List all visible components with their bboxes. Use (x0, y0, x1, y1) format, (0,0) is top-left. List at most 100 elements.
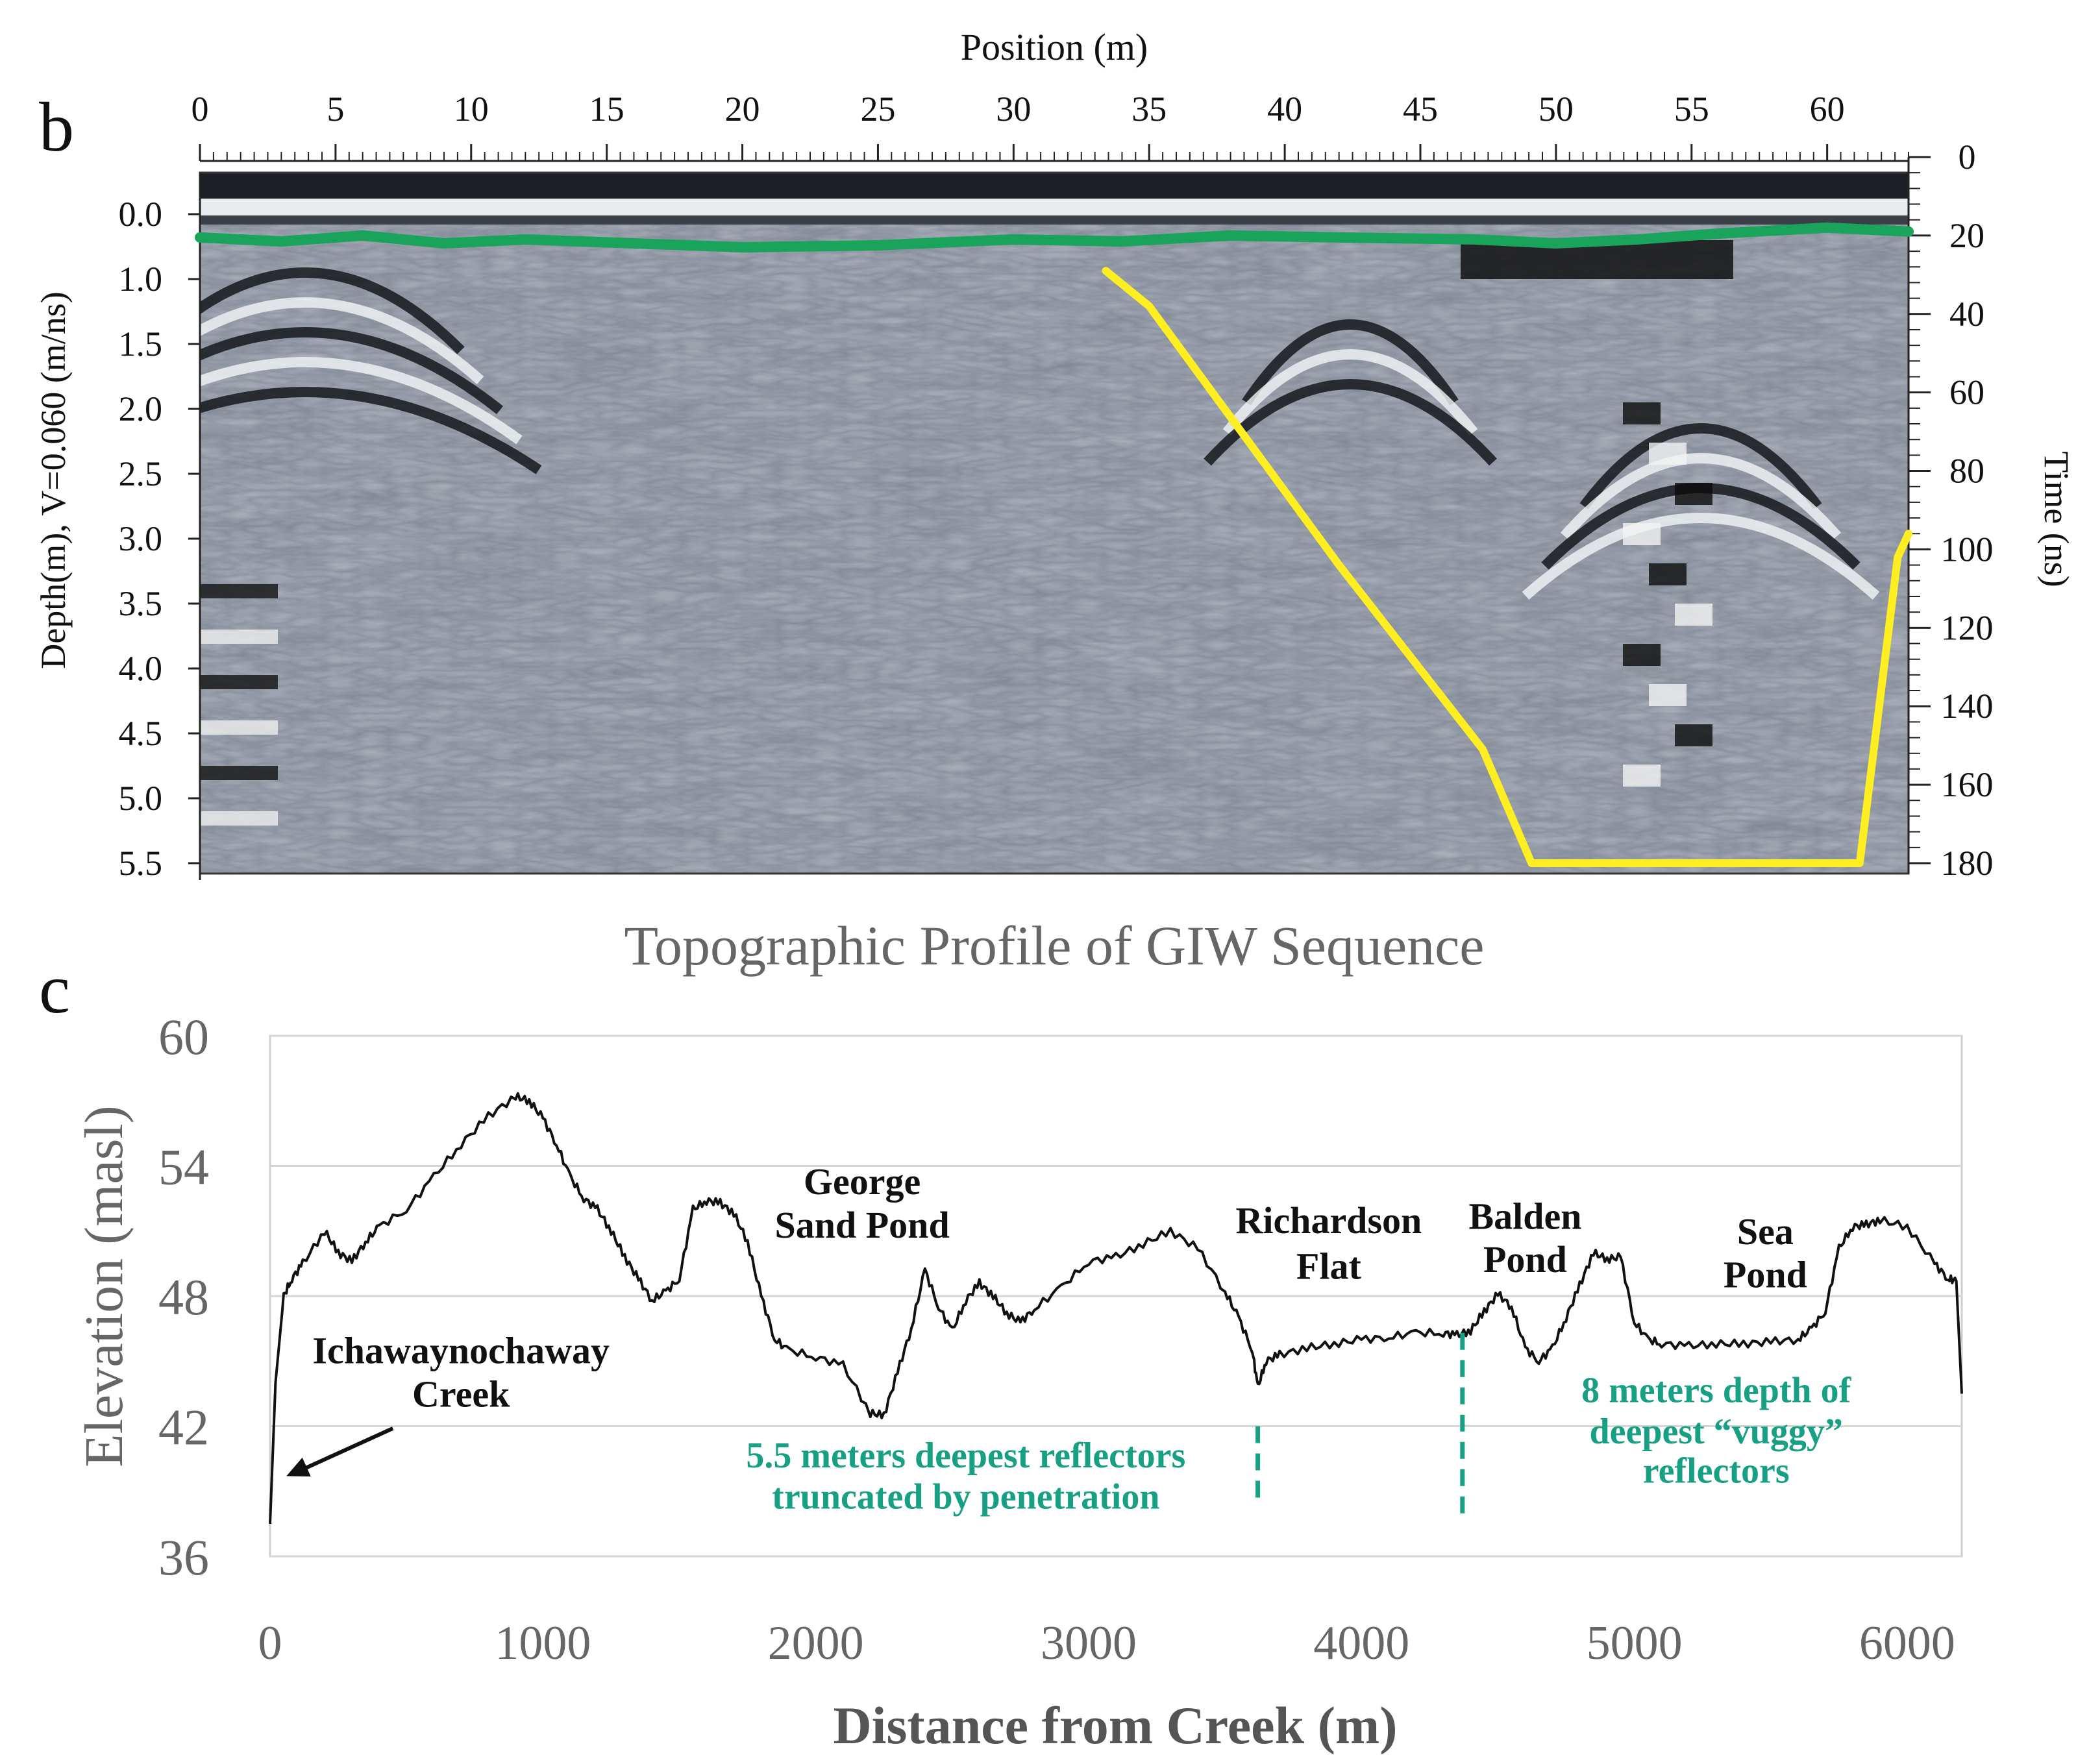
hyperbola-reflector (1522, 513, 1880, 600)
feature-label: Balden (1468, 1195, 1581, 1237)
y-axis-title: Elevation (masl) (74, 1105, 134, 1467)
depth-tick-label: 1.5 (119, 325, 163, 363)
time-axis-title: Time (ns) (2037, 451, 2076, 587)
time-tick-label: 180 (1941, 844, 1994, 883)
time-tick-label: 60 (1949, 373, 1984, 412)
panel-c-label: c (39, 951, 70, 1028)
time-tick-label: 20 (1949, 216, 1984, 255)
radargram-image (199, 171, 1910, 875)
depth-tick-label: 3.5 (119, 584, 163, 623)
position-axis-title: Position (m) (961, 26, 1148, 68)
feature-label: Sea (1737, 1210, 1794, 1253)
vuggy-reflector (1675, 724, 1712, 746)
vuggy-reflector (1623, 523, 1661, 545)
feature-label: Ichawaynochaway (312, 1330, 610, 1372)
position-tick-label: 0 (192, 90, 209, 129)
position-tick-label: 30 (996, 90, 1031, 129)
depth-tick-label: 5.5 (119, 844, 163, 883)
depth-tick-label: 0.0 (119, 195, 163, 234)
left-edge-reflector (200, 766, 278, 780)
hyperbola-reflector (1579, 423, 1822, 509)
left-edge-reflector (200, 675, 278, 689)
depth-tick-label: 2.5 (119, 454, 163, 493)
depth-tick-label: 2.0 (119, 389, 163, 428)
y-tick-label: 36 (158, 1529, 209, 1586)
hyperbola-reflector (200, 297, 484, 384)
vuggy-reflector (1623, 402, 1661, 424)
feature-label: Richardson (1235, 1199, 1422, 1242)
time-tick-label: 0 (1959, 138, 1976, 177)
creek-arrow (298, 1427, 394, 1473)
y-tick-label: 60 (158, 1009, 209, 1065)
feature-label: Sand Pond (774, 1204, 949, 1246)
vuggy-reflector (1649, 684, 1687, 706)
time-tick-label: 40 (1949, 295, 1984, 334)
x-tick-label: 0 (258, 1617, 282, 1670)
pond-bottom-reflector (1461, 240, 1733, 279)
top-bright-band (200, 199, 1909, 215)
time-tick-label: 120 (1941, 608, 1994, 647)
feature-label: George (804, 1160, 921, 1203)
vuggy-reflector (1623, 644, 1661, 666)
topographic-panel: Topographic Profile of GIW Sequence c 36… (39, 914, 1963, 1755)
reflector-note: deepest “vuggy” (1589, 1412, 1842, 1452)
position-tick-label: 50 (1539, 90, 1574, 129)
left-edge-reflector (200, 811, 278, 826)
y-tick-label: 42 (158, 1399, 209, 1456)
x-tick-label: 4000 (1313, 1617, 1409, 1670)
position-tick-label: 10 (454, 90, 489, 129)
reflector-note: reflectors (1643, 1451, 1790, 1491)
time-tick-label: 80 (1949, 452, 1984, 491)
x-tick-label: 2000 (768, 1617, 864, 1670)
elevation-line (269, 1092, 1963, 1524)
reflector-note: 8 meters depth of (1581, 1371, 1852, 1411)
left-edge-reflector (200, 720, 278, 735)
reflector-note: 5.5 meters deepest reflectors (746, 1436, 1185, 1476)
feature-label: Pond (1483, 1238, 1567, 1280)
time-tick-label: 100 (1941, 530, 1994, 569)
depth-tick-label: 4.5 (119, 714, 163, 753)
vuggy-reflector (1649, 443, 1687, 465)
depth-tick-label: 1.0 (119, 260, 163, 299)
hyperbola-reflector (200, 267, 465, 354)
feature-label: Pond (1724, 1254, 1807, 1296)
vuggy-reflector (1649, 563, 1687, 585)
position-tick-label: 15 (589, 90, 624, 129)
vuggy-reflector (1675, 483, 1712, 505)
reflector-note: truncated by penetration (772, 1476, 1159, 1517)
x-tick-label: 6000 (1859, 1617, 1955, 1670)
radargram-axes: 0 5 10 15 20 25 30 35 40 45 50 55 60 0.0 1.0 1.5 2.0 2.5 3… (119, 90, 1994, 883)
x-axis-title: Distance from Creek (m) (833, 1696, 1397, 1755)
radargram-panel: b Position (m) 0 5 10 15 20 25 30 35 40 45 50 55 600… (34, 26, 2076, 883)
vuggy-reflector (1623, 765, 1661, 787)
hyperbola-reflector (200, 327, 503, 415)
position-tick-label: 60 (1810, 90, 1845, 129)
top-dark-band (200, 173, 1909, 199)
surface-band (200, 215, 1909, 225)
left-edge-reflector (200, 584, 278, 598)
position-tick-label: 25 (860, 90, 895, 129)
hyperbola-reflector (200, 387, 542, 474)
hyperbola-reflector (1560, 453, 1842, 540)
time-tick-label: 140 (1941, 687, 1994, 726)
x-tick-label: 3000 (1041, 1617, 1137, 1670)
hyperbola-reflector (1204, 379, 1497, 466)
depth-tick-label: 5.0 (119, 779, 163, 818)
feature-label: Creek (412, 1373, 510, 1415)
position-tick-label: 55 (1674, 90, 1709, 129)
position-tick-label: 20 (725, 90, 760, 129)
feature-label: Flat (1296, 1245, 1362, 1287)
hyperbola-reflector (200, 357, 523, 445)
depth-tick-label: 4.0 (119, 649, 163, 688)
depth-axis-title: Depth(m), V=0.060 (m/ns) (34, 291, 73, 668)
hyperbola-reflector (1242, 319, 1459, 406)
position-tick-label: 40 (1267, 90, 1302, 129)
elevation-plot: 36 42 48 54 60 0 1000 2000 3000 4000 5000 6000 Georg… (158, 1009, 1963, 1670)
position-tick-label: 35 (1131, 90, 1167, 129)
panel-b-label: b (39, 89, 74, 166)
y-tick-label: 48 (158, 1269, 209, 1325)
x-tick-label: 5000 (1587, 1617, 1683, 1670)
chart-title: Topographic Profile of GIW Sequence (624, 914, 1485, 977)
reflector-bands (200, 173, 1909, 826)
position-tick-label: 45 (1403, 90, 1438, 129)
